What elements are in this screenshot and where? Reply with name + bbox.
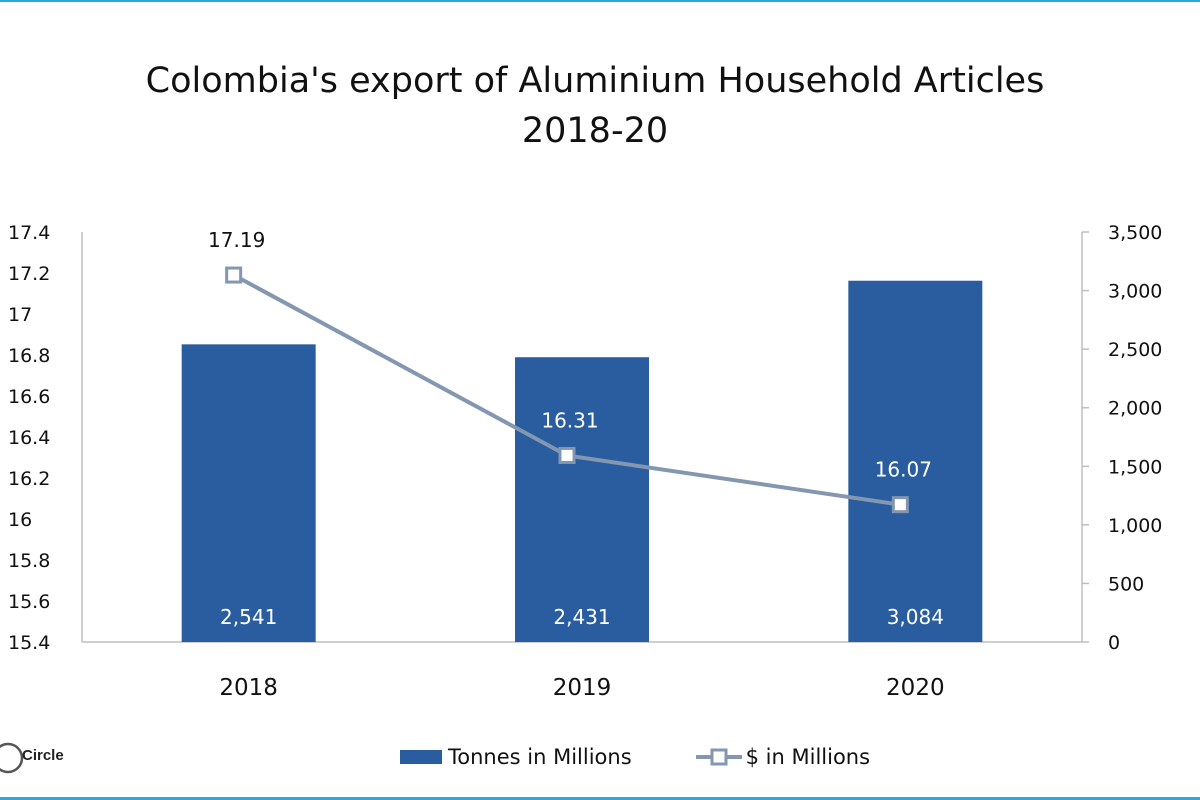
chart-axes: 15.4 15.6 15.8 16 16.2 16.4 16.6 16.8 17 17.2 17.4… bbox=[8, 222, 1162, 701]
left-tick-label: 17.4 bbox=[8, 222, 50, 244]
brand-logo: Circle bbox=[0, 738, 80, 778]
left-tick-label: 15.6 bbox=[8, 591, 50, 613]
category-label: 2020 bbox=[886, 675, 945, 701]
legend-bar-swatch bbox=[400, 750, 442, 764]
line-marker bbox=[558, 446, 576, 464]
left-tick-label: 17 bbox=[8, 304, 32, 326]
left-tick-label: 16.4 bbox=[8, 427, 50, 449]
left-tick-label: 16 bbox=[8, 509, 32, 531]
bar bbox=[181, 344, 316, 642]
legend-bar-label: Tonnes in Millions bbox=[448, 745, 632, 769]
logo-text: Circle bbox=[22, 747, 64, 764]
left-tick-label: 15.8 bbox=[8, 550, 50, 572]
line-marker bbox=[891, 496, 909, 514]
legend-line-swatch bbox=[695, 748, 742, 766]
category-label: 2019 bbox=[553, 675, 612, 701]
bar bbox=[848, 280, 983, 642]
left-tick-label: 15.4 bbox=[8, 632, 50, 654]
title-line-2: 2018-20 bbox=[521, 111, 669, 151]
legend: Tonnes in Millions $ in Millions bbox=[400, 742, 870, 772]
line-value-label: 17.19 bbox=[208, 228, 265, 252]
right-tick-label: 3,000 bbox=[1108, 281, 1162, 303]
legend-line-label: $ in Millions bbox=[745, 745, 871, 769]
bar-value-label: 3,084 bbox=[887, 605, 944, 629]
bar-value-label: 2,541 bbox=[220, 605, 277, 629]
left-tick-label: 16.2 bbox=[8, 468, 50, 490]
chart-title: Colombia's export of Aluminium Household… bbox=[0, 56, 1190, 156]
left-tick-label: 17.2 bbox=[8, 263, 50, 285]
category-label: 2018 bbox=[219, 675, 278, 701]
title-line-1: Colombia's export of Aluminium Household… bbox=[145, 61, 1045, 101]
right-tick-label: 1,500 bbox=[1108, 456, 1162, 478]
line-marker bbox=[225, 266, 243, 284]
line-series bbox=[225, 266, 909, 514]
bottom-border bbox=[0, 797, 1200, 800]
bar-value-label: 2,431 bbox=[553, 605, 610, 629]
right-tick-label: 3,500 bbox=[1108, 222, 1162, 244]
left-tick-label: 16.6 bbox=[8, 386, 50, 408]
data-labels: 2,541 2,431 3,084 17.19 16.31 16.07 bbox=[208, 228, 944, 629]
top-border bbox=[0, 0, 1200, 2]
right-tick-label: 500 bbox=[1108, 573, 1144, 595]
left-tick-label: 16.8 bbox=[8, 345, 50, 367]
bar-series bbox=[181, 280, 983, 642]
right-tick-label: 0 bbox=[1108, 632, 1120, 654]
right-tick-label: 2,000 bbox=[1108, 398, 1162, 420]
right-tick-label: 2,500 bbox=[1108, 339, 1162, 361]
line-value-label: 16.31 bbox=[541, 408, 598, 432]
line-value-label: 16.07 bbox=[875, 458, 932, 482]
right-tick-label: 1,000 bbox=[1108, 515, 1162, 537]
bar bbox=[515, 357, 649, 642]
